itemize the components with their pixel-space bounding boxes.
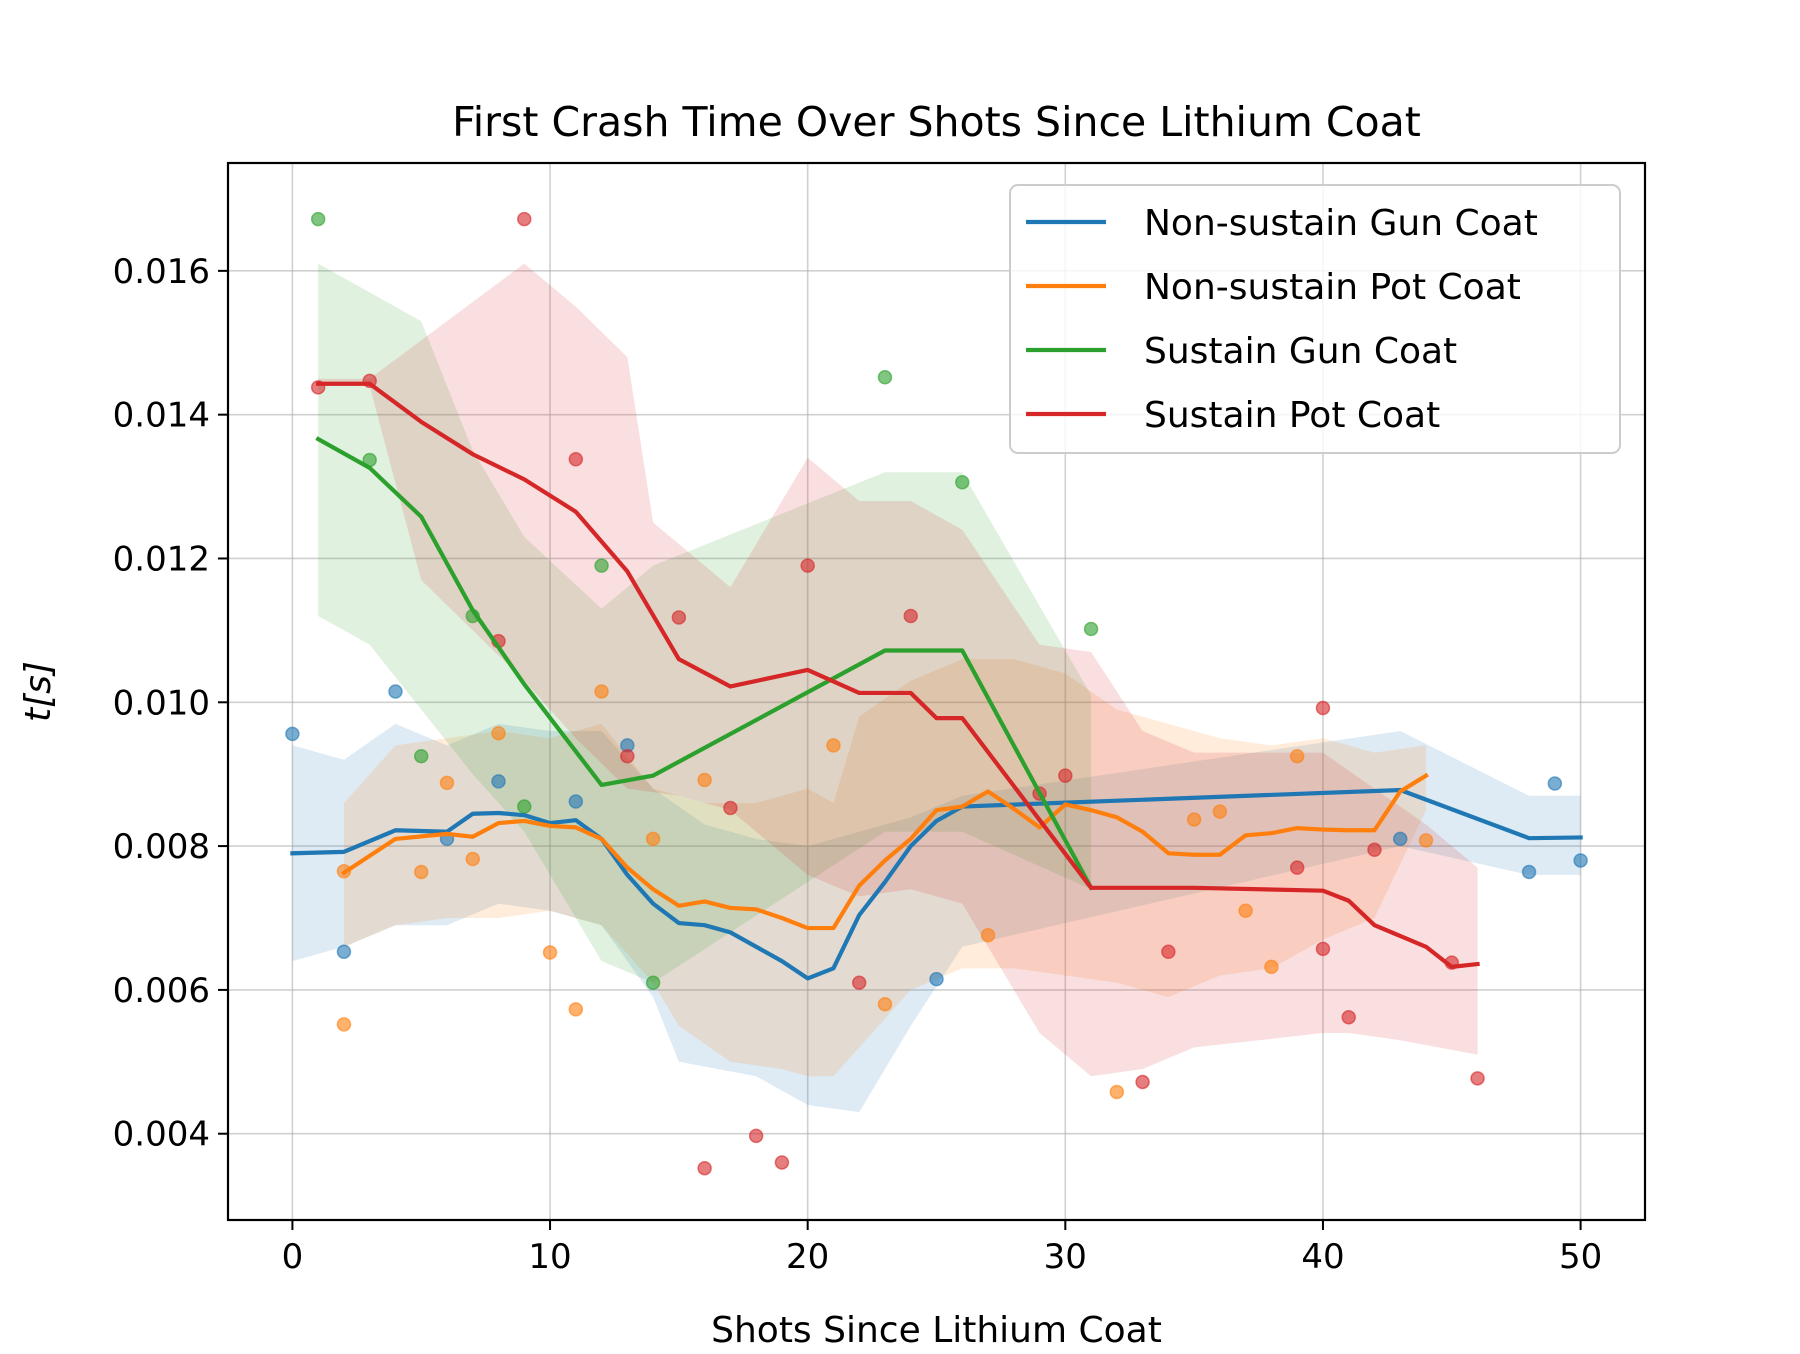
band-non-sustain-gun-coat bbox=[292, 723, 1581, 1113]
legend: Non-sustain Gun Coat Non-sustain Pot Coat… bbox=[1009, 184, 1621, 454]
band-sustain-gun-coat bbox=[318, 263, 1092, 983]
point-sustain-gun-coat bbox=[955, 475, 970, 490]
legend-label: Sustain Pot Coat bbox=[1144, 395, 1440, 436]
point-sustain-gun-coat bbox=[517, 799, 532, 814]
point-non-sustain-pot-coat bbox=[1418, 833, 1434, 848]
point-non-sustain-gun-coat bbox=[1547, 776, 1563, 791]
point-non-sustain-pot-coat bbox=[439, 775, 455, 791]
point-non-sustain-gun-coat bbox=[568, 794, 584, 809]
band-non-sustain-pot-coat bbox=[343, 659, 1427, 1077]
point-non-sustain-pot-coat bbox=[697, 772, 712, 788]
point-sustain-pot-coat bbox=[1289, 860, 1305, 875]
point-sustain-pot-coat bbox=[697, 1160, 712, 1176]
point-non-sustain-gun-coat bbox=[1521, 864, 1537, 880]
point-non-sustain-pot-coat bbox=[980, 928, 996, 943]
point-sustain-gun-coat bbox=[594, 558, 609, 573]
point-non-sustain-pot-coat bbox=[413, 864, 429, 880]
point-non-sustain-pot-coat bbox=[826, 738, 841, 753]
axis-ticks: 0 10 20 30 40 50 0.004 0.006 0.008 0.010 0.012 0.01… bbox=[113, 252, 1603, 1277]
point-sustain-gun-coat bbox=[413, 748, 429, 764]
x-tick-label: 40 bbox=[1301, 1237, 1344, 1277]
line-non-sustain-gun-coat bbox=[290, 787, 1583, 981]
y-tick-label: 0.008 bbox=[113, 827, 210, 867]
point-non-sustain-gun-coat bbox=[285, 726, 300, 742]
point-non-sustain-pot-coat bbox=[594, 684, 609, 699]
point-sustain-gun-coat bbox=[310, 211, 326, 227]
x-tick-label: 20 bbox=[786, 1237, 829, 1277]
point-non-sustain-pot-coat bbox=[491, 725, 506, 741]
x-tick-label: 10 bbox=[528, 1237, 571, 1277]
point-non-sustain-gun-coat bbox=[929, 971, 944, 987]
band-sustain-pot-coat bbox=[318, 263, 1478, 1077]
point-sustain-pot-coat bbox=[620, 748, 635, 764]
point-non-sustain-pot-coat bbox=[1264, 959, 1279, 975]
point-sustain-pot-coat bbox=[1315, 700, 1331, 716]
point-sustain-pot-coat bbox=[1470, 1071, 1485, 1086]
mean-lines bbox=[290, 381, 1583, 981]
point-sustain-pot-coat bbox=[1341, 1009, 1356, 1025]
chart-title: First Crash Time Over Shots Since Lithiu… bbox=[452, 98, 1421, 146]
legend-box bbox=[1009, 184, 1621, 454]
x-tick-label: 30 bbox=[1044, 1237, 1087, 1277]
point-sustain-pot-coat bbox=[903, 608, 918, 624]
x-tick-label: 50 bbox=[1559, 1237, 1602, 1277]
point-non-sustain-pot-coat bbox=[1109, 1084, 1125, 1100]
point-sustain-pot-coat bbox=[1058, 768, 1073, 783]
point-sustain-pot-coat bbox=[1161, 944, 1176, 960]
point-non-sustain-pot-coat bbox=[568, 1002, 584, 1017]
point-sustain-pot-coat bbox=[723, 800, 738, 816]
legend-label: Sustain Gun Coat bbox=[1144, 331, 1457, 372]
confidence-bands bbox=[292, 263, 1581, 1113]
point-non-sustain-pot-coat bbox=[465, 851, 481, 867]
line-non-sustain-pot-coat bbox=[341, 772, 1429, 931]
point-sustain-pot-coat bbox=[774, 1155, 790, 1170]
y-tick-label: 0.012 bbox=[113, 539, 210, 579]
legend-label: Non-sustain Gun Coat bbox=[1144, 203, 1538, 244]
scatter-points bbox=[285, 211, 1588, 1176]
y-axis-label: t[s] bbox=[18, 661, 59, 722]
point-sustain-pot-coat bbox=[671, 610, 687, 625]
legend-label: Non-sustain Pot Coat bbox=[1144, 267, 1521, 308]
point-sustain-pot-coat bbox=[1367, 842, 1382, 857]
point-non-sustain-pot-coat bbox=[1212, 804, 1228, 819]
point-sustain-pot-coat bbox=[1315, 941, 1331, 957]
point-non-sustain-pot-coat bbox=[1289, 748, 1305, 764]
point-non-sustain-pot-coat bbox=[877, 997, 893, 1012]
point-sustain-pot-coat bbox=[851, 975, 867, 990]
y-tick-label: 0.010 bbox=[113, 683, 210, 723]
y-tick-label: 0.016 bbox=[113, 252, 210, 292]
point-sustain-gun-coat bbox=[645, 975, 661, 990]
point-sustain-gun-coat bbox=[877, 370, 893, 385]
point-sustain-pot-coat bbox=[800, 558, 815, 573]
y-tick-label: 0.004 bbox=[113, 1115, 210, 1155]
point-non-sustain-pot-coat bbox=[336, 1017, 352, 1032]
line-sustain-pot-coat bbox=[316, 381, 1480, 969]
point-non-sustain-gun-coat bbox=[1573, 853, 1588, 868]
point-sustain-pot-coat bbox=[748, 1128, 764, 1144]
y-tick-label: 0.006 bbox=[113, 971, 210, 1011]
point-non-sustain-gun-coat bbox=[336, 944, 352, 960]
point-non-sustain-pot-coat bbox=[1238, 903, 1253, 919]
point-sustain-pot-coat bbox=[517, 211, 532, 227]
point-sustain-pot-coat bbox=[568, 451, 584, 467]
y-tick-label: 0.014 bbox=[113, 396, 210, 436]
x-axis-label: Shots Since Lithium Coat bbox=[711, 1310, 1162, 1350]
point-non-sustain-gun-coat bbox=[491, 774, 506, 789]
point-non-sustain-gun-coat bbox=[388, 684, 403, 699]
point-non-sustain-pot-coat bbox=[645, 831, 661, 847]
point-non-sustain-pot-coat bbox=[542, 945, 558, 960]
line-sustain-gun-coat bbox=[315, 436, 1094, 891]
point-sustain-gun-coat bbox=[1083, 621, 1099, 637]
plot-frame bbox=[226, 161, 1647, 1222]
point-sustain-pot-coat bbox=[1135, 1074, 1150, 1090]
point-non-sustain-pot-coat bbox=[1186, 812, 1202, 827]
x-tick-label: 0 bbox=[282, 1237, 304, 1277]
point-non-sustain-gun-coat bbox=[1392, 831, 1408, 847]
